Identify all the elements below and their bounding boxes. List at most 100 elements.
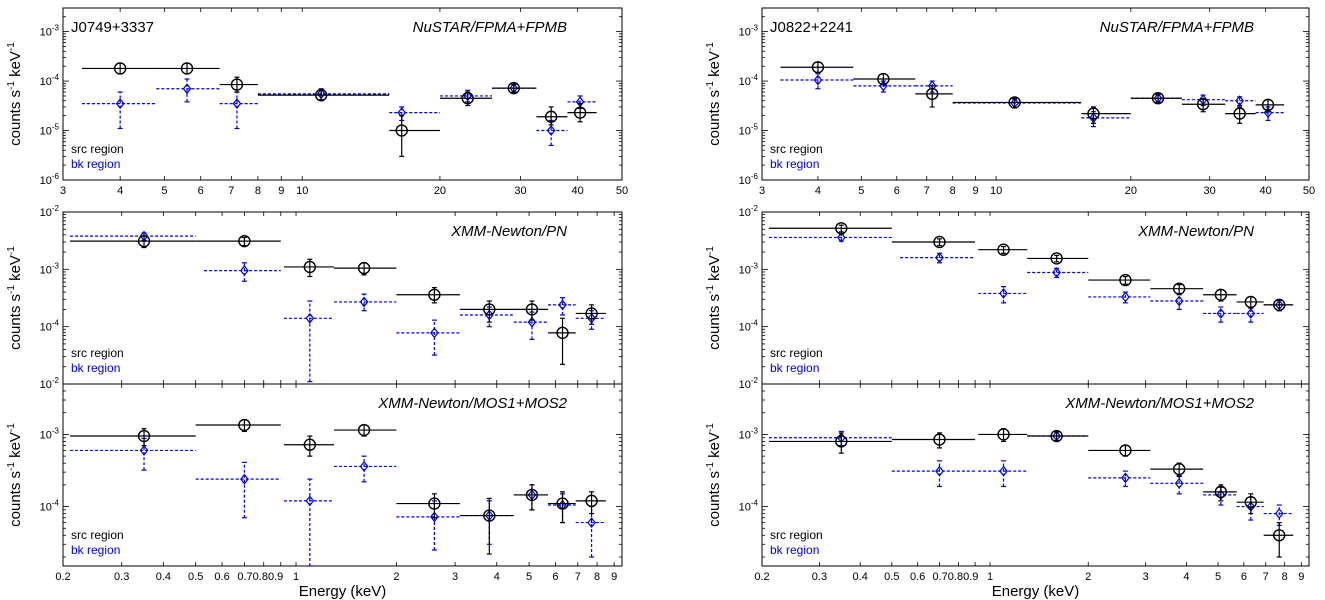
y-tick-label: 10-5 [739, 123, 759, 138]
x-tick-label: 9 [278, 185, 284, 197]
bk-data-point [1174, 477, 1184, 489]
x-tick-label: 50 [616, 185, 628, 197]
src-data-point [544, 110, 558, 123]
src-data-point [1196, 98, 1210, 111]
bk-data-point [359, 460, 369, 472]
x-tick-label: 3 [1143, 571, 1149, 583]
x-tick-label: 2 [1085, 571, 1091, 583]
src-data-point [811, 61, 825, 74]
legend-bk: bk region [71, 157, 120, 171]
x-tick-label: 0.4 [156, 571, 171, 583]
x-tick-label: 0.4 [853, 571, 868, 583]
bk-data-point [359, 296, 369, 308]
instrument-label: XMM-Newton/MOS1+MOS2 [1064, 395, 1254, 412]
src-data-point [357, 423, 371, 437]
src-data-point [314, 88, 328, 102]
bk-data-point [305, 312, 315, 324]
y-axis-label: counts s-1 keV-1 [6, 423, 24, 527]
x-tick-label: 0.6 [910, 571, 925, 583]
x-tick-label: 9 [973, 185, 979, 197]
src-data-point [1151, 92, 1165, 105]
bk-data-point [1174, 295, 1184, 307]
x-tick-label: 2 [393, 571, 399, 583]
src-data-point [835, 435, 848, 448]
y-tick-label: 10-2 [40, 376, 60, 391]
x-tick-label: 30 [514, 185, 526, 197]
chart-panel: 10-4 10-3 10-2 10-2 XMM-Newton/PN src regionb… [40, 204, 623, 391]
plot-frame [62, 7, 623, 181]
src-data-point [933, 433, 946, 446]
src-data-point [1214, 288, 1228, 301]
instrument-label: XMM-Newton/MOS1+MOS2 [377, 395, 567, 412]
legend-bk: bk region [71, 543, 120, 557]
x-tick-label: 8 [255, 185, 261, 197]
src-data-point [573, 106, 587, 119]
src-data-point [483, 303, 496, 316]
bk-data-point [1216, 307, 1226, 319]
bk-data-point [430, 327, 439, 339]
source-name: J0822+2241 [770, 19, 853, 36]
legend-src: src region [71, 142, 124, 156]
src-data-point [1087, 107, 1100, 120]
legend-bk: bk region [770, 361, 819, 375]
legend-bk: bk region [770, 157, 819, 171]
y-tick-label: 10-3 [40, 24, 60, 39]
y-tick-label: 10-3 [739, 261, 759, 276]
x-tick-label: 8 [594, 571, 600, 583]
bk-data-point [935, 252, 944, 264]
bk-data-point [1052, 267, 1061, 278]
legend-src: src region [71, 346, 124, 360]
bk-data-point [305, 495, 315, 507]
x-tick-label: 10 [296, 185, 308, 197]
chart-panel: 10-6 10-5 10-4 10-3 3 4 5 6 7 8 9 10 20 30 40 50 J0749+3… [40, 7, 628, 197]
plot-frame [62, 383, 623, 567]
x-tick-label: 7 [575, 571, 581, 583]
x-tick-label: 8 [1282, 571, 1288, 583]
y-tick-label: 10-5 [40, 123, 60, 138]
plot-frame [761, 383, 1310, 567]
x-tick-label: 0.5 [188, 571, 203, 583]
x-tick-label: 4 [815, 185, 821, 197]
x-tick-label: 20 [1125, 185, 1137, 197]
src-data-point [113, 62, 127, 75]
legend-src: src region [770, 528, 823, 542]
bk-data-point [558, 299, 567, 311]
plot-frame [761, 7, 1310, 181]
bk-data-point [813, 74, 823, 86]
src-data-point [933, 235, 946, 249]
src-data-point [1172, 282, 1186, 295]
chart-panel: 10-4 10-3 0.2 0.3 0.4 0.5 0.6 0.70.80.9 1 2 3 4 5 6 7 8… [739, 383, 1310, 583]
legend-bk: bk region [71, 361, 120, 375]
src-data-point [238, 418, 251, 432]
src-data-point [303, 438, 317, 451]
bk-data-point [999, 465, 1008, 477]
y-axis-label: counts s-1 keV-1 [705, 42, 723, 146]
bk-data-point [1121, 291, 1130, 303]
x-tick-label: 5 [1215, 571, 1221, 583]
y-tick-label: 10-6 [40, 172, 60, 187]
x-tick-label: 3 [60, 185, 66, 197]
src-data-point [1214, 485, 1228, 499]
legend-src: src region [770, 142, 823, 156]
legend-bk: bk region [770, 543, 819, 557]
x-tick-label: 4 [494, 571, 500, 583]
source-name: J0749+3337 [71, 19, 154, 36]
src-data-point [997, 428, 1010, 441]
x-tick-label: 40 [1259, 185, 1271, 197]
src-data-point [1273, 298, 1286, 312]
x-tick-label: 40 [572, 185, 584, 197]
src-data-point [1008, 96, 1021, 109]
src-data-point [835, 222, 848, 235]
src-data-point [137, 429, 151, 443]
bk-data-point [182, 83, 192, 95]
x-tick-label: 1 [987, 571, 993, 583]
chart-panel: 10-6 10-5 10-4 10-3 3 4 5 6 7 8 9 10 20 30 40 50 J0822+2… [739, 7, 1315, 197]
legend-src: src region [770, 346, 823, 360]
x-tick-label: 50 [1303, 185, 1315, 197]
x-tick-label: 9 [611, 571, 617, 583]
src-data-point [525, 488, 539, 502]
x-tick-label: 7 [1263, 571, 1269, 583]
src-data-point [585, 494, 598, 508]
y-tick-label: 10-2 [739, 376, 759, 391]
x-tick-label: 30 [1204, 185, 1216, 197]
